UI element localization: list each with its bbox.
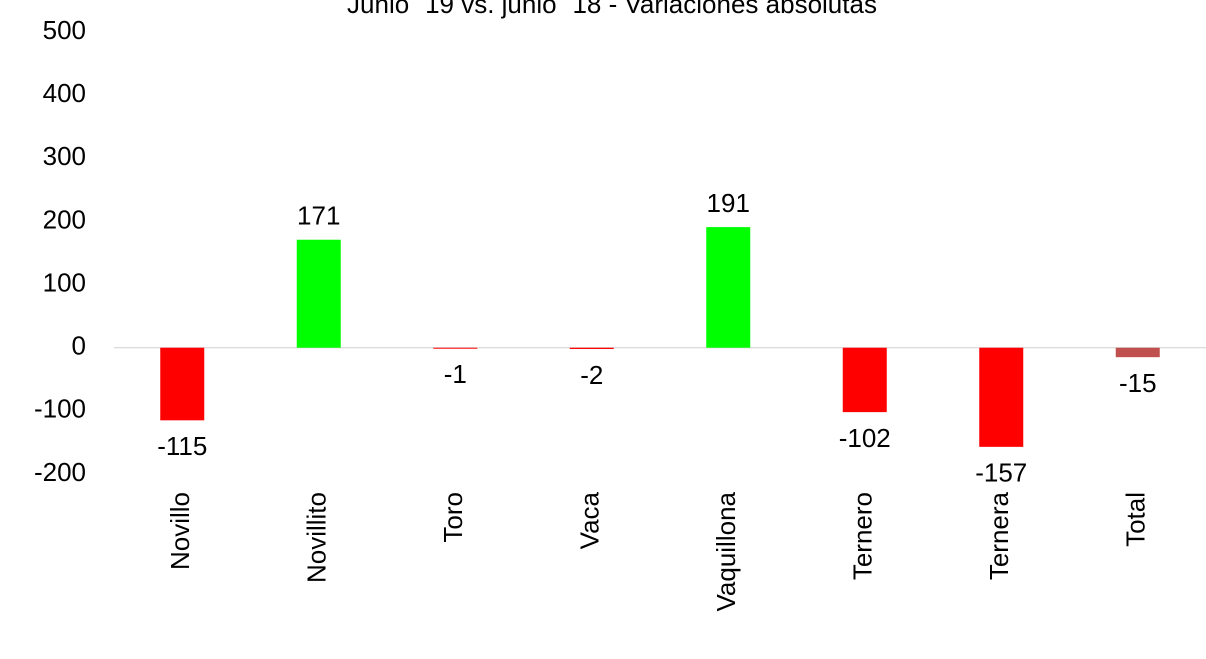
bar [296, 239, 341, 348]
y-tick-label: 500 [43, 15, 86, 45]
x-tick-label: Vaca [575, 491, 605, 549]
data-label: -2 [580, 360, 603, 390]
bar [569, 347, 614, 349]
bar [842, 347, 887, 413]
y-tick-label: 300 [43, 141, 86, 171]
y-tick-label: -100 [34, 394, 86, 424]
x-tick-label: Ternero [848, 492, 878, 580]
bar [1115, 347, 1160, 358]
data-label: -157 [975, 458, 1027, 488]
data-label: 171 [297, 201, 340, 231]
bar [979, 347, 1024, 447]
x-tick-label: Novillito [302, 492, 332, 583]
data-label: -102 [839, 423, 891, 453]
data-label: -115 [157, 431, 207, 461]
x-tick-label: Ternera [984, 491, 1014, 580]
y-tick-label: 100 [43, 267, 86, 297]
bar [160, 347, 205, 421]
data-label: -15 [1119, 368, 1157, 398]
data-label: 191 [707, 188, 750, 218]
y-tick-label: 200 [43, 204, 86, 234]
x-tick-label: Toro [438, 492, 468, 543]
y-tick-label: -200 [34, 457, 86, 487]
bar [433, 347, 478, 349]
y-tick-label: 400 [43, 78, 86, 108]
x-tick-label: Total [1121, 492, 1151, 547]
data-label: -1 [444, 359, 467, 389]
y-tick-label: 0 [72, 331, 86, 361]
x-tick-label: Vaquillona [711, 491, 741, 611]
bar [706, 227, 751, 348]
x-tick-label: Novillo [165, 492, 195, 570]
chart-title: Junio ´19 vs. junio ´18 - Variaciones ab… [347, 0, 877, 19]
